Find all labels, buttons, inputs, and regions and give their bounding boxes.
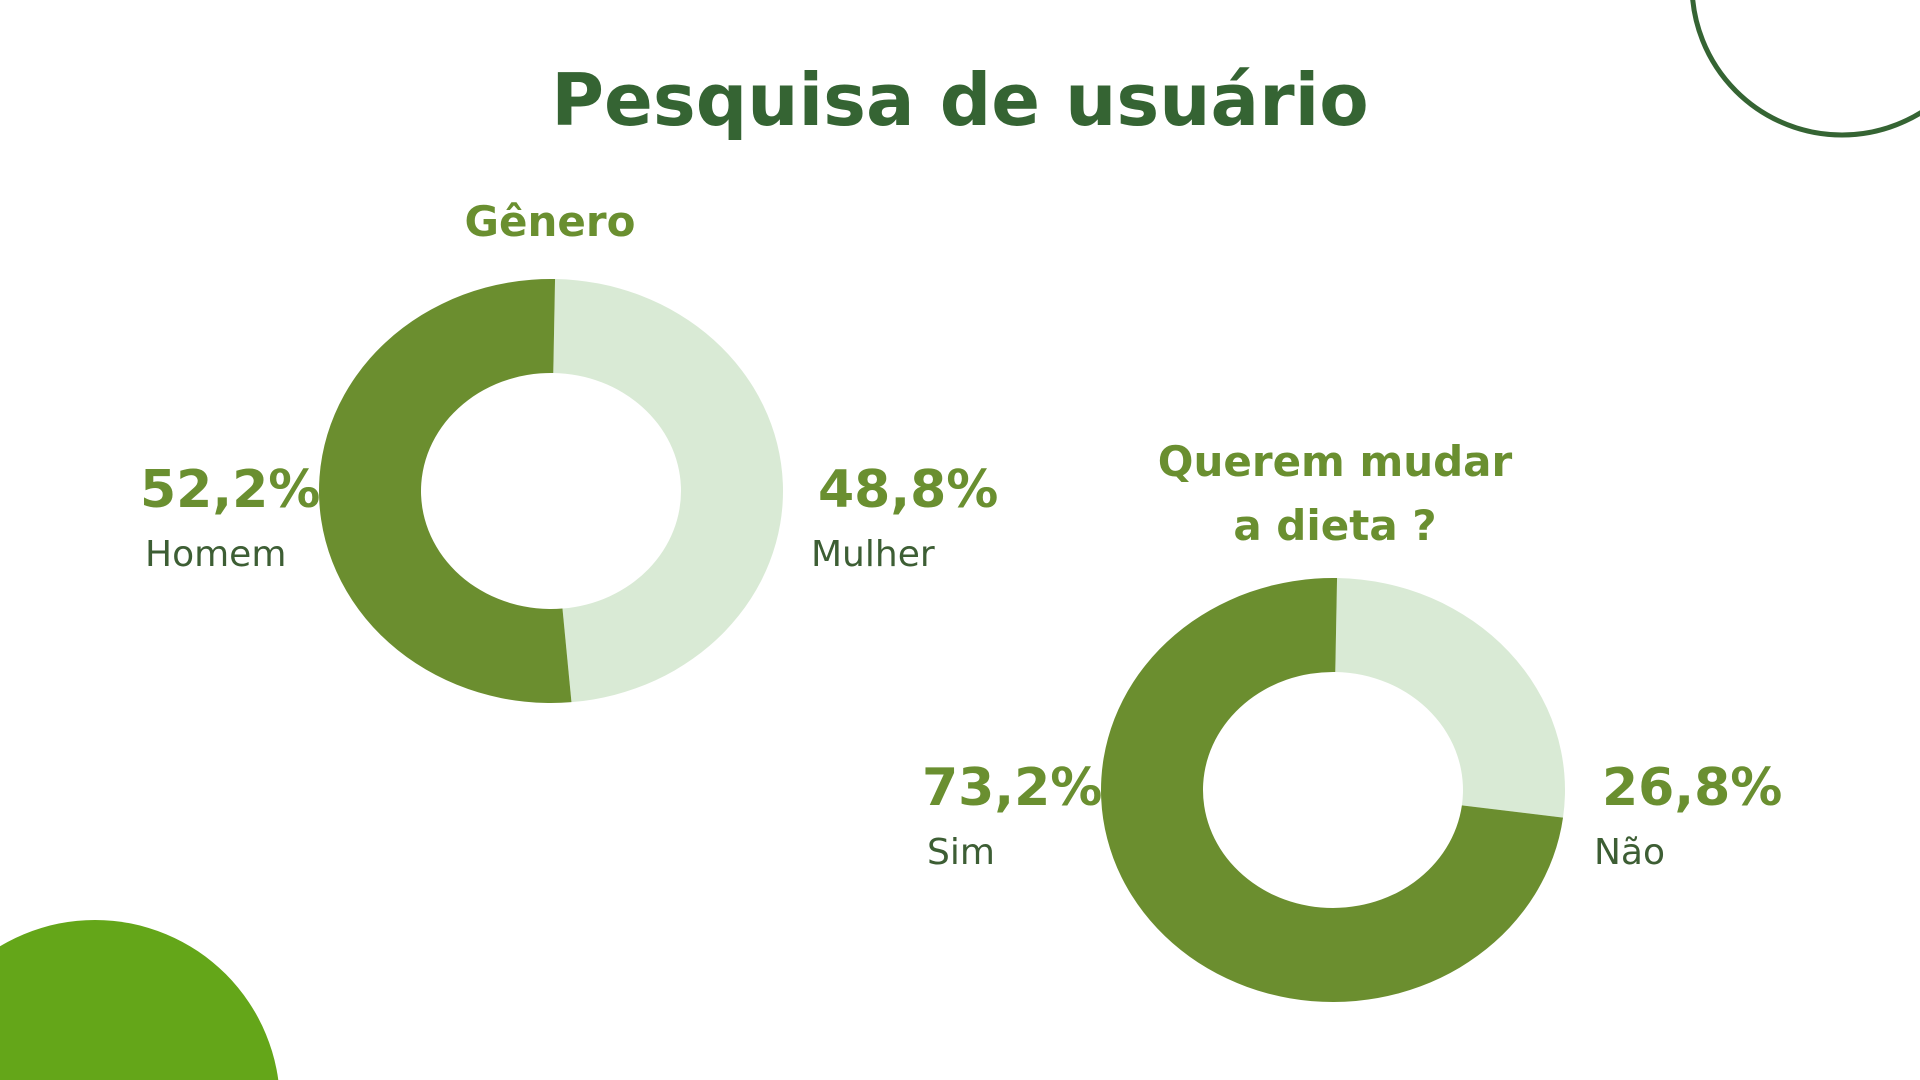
slice-nao — [1335, 578, 1565, 818]
chart-title-dieta-line-2: a dieta ? — [1233, 501, 1437, 550]
decorative-blob — [0, 920, 279, 1080]
slice-label-nao: Não — [1594, 832, 1666, 873]
chart-title-dieta-line-1: Querem mudar — [1157, 437, 1513, 486]
slice-value-homem: 52,2% — [140, 460, 321, 520]
slice-sim — [1101, 578, 1564, 1002]
slice-label-sim: Sim — [927, 832, 995, 873]
slice-label-mulher: Mulher — [811, 534, 935, 575]
chart-title-dieta: Querem mudar a dieta ? — [1085, 430, 1585, 558]
slice-value-mulher: 48,8% — [818, 460, 999, 520]
slice-label-homem: Homem — [145, 534, 287, 575]
chart-title-genero: Gênero — [464, 197, 636, 246]
decorative-ring — [1690, 0, 1920, 138]
slice-value-sim: 73,2% — [922, 758, 1103, 818]
slice-value-nao: 26,8% — [1602, 758, 1783, 818]
slice-homem — [319, 279, 572, 703]
slice-mulher — [553, 279, 784, 703]
page-title: Pesquisa de usuário — [551, 58, 1369, 142]
